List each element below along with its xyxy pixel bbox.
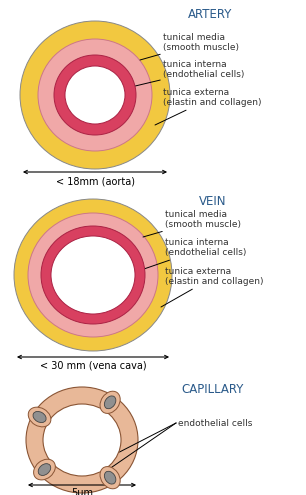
Text: tunica externa
(elastin and collagen): tunica externa (elastin and collagen) <box>161 267 263 307</box>
Ellipse shape <box>38 464 51 476</box>
Text: endothelial cells: endothelial cells <box>178 418 252 428</box>
Ellipse shape <box>33 411 46 423</box>
Text: tunical media
(smooth muscle): tunical media (smooth muscle) <box>143 210 241 237</box>
Ellipse shape <box>38 39 152 151</box>
Text: < 18mm (aorta): < 18mm (aorta) <box>55 176 135 186</box>
Ellipse shape <box>41 226 145 324</box>
Ellipse shape <box>20 21 170 169</box>
Text: ARTERY: ARTERY <box>188 8 232 21</box>
Ellipse shape <box>14 199 172 351</box>
Text: CAPILLARY: CAPILLARY <box>182 383 244 396</box>
Text: VEIN: VEIN <box>199 195 227 208</box>
Text: tunica interna
(endothelial cells): tunica interna (endothelial cells) <box>141 238 246 270</box>
Ellipse shape <box>28 407 51 427</box>
Text: tunica externa
(elastin and collagen): tunica externa (elastin and collagen) <box>155 88 262 125</box>
Text: 5μm: 5μm <box>71 488 93 495</box>
Ellipse shape <box>104 396 116 409</box>
Ellipse shape <box>54 55 136 135</box>
Text: tunica interna
(endothelial cells): tunica interna (endothelial cells) <box>131 60 244 87</box>
Ellipse shape <box>104 471 116 484</box>
Text: tunical media
(smooth muscle): tunical media (smooth muscle) <box>140 33 239 60</box>
Ellipse shape <box>28 213 158 337</box>
Ellipse shape <box>43 404 121 476</box>
Ellipse shape <box>100 467 120 489</box>
Ellipse shape <box>51 236 135 314</box>
Ellipse shape <box>26 387 138 493</box>
Ellipse shape <box>65 66 125 124</box>
Ellipse shape <box>34 459 55 480</box>
Ellipse shape <box>100 391 120 413</box>
Text: < 30 mm (vena cava): < 30 mm (vena cava) <box>40 361 146 371</box>
